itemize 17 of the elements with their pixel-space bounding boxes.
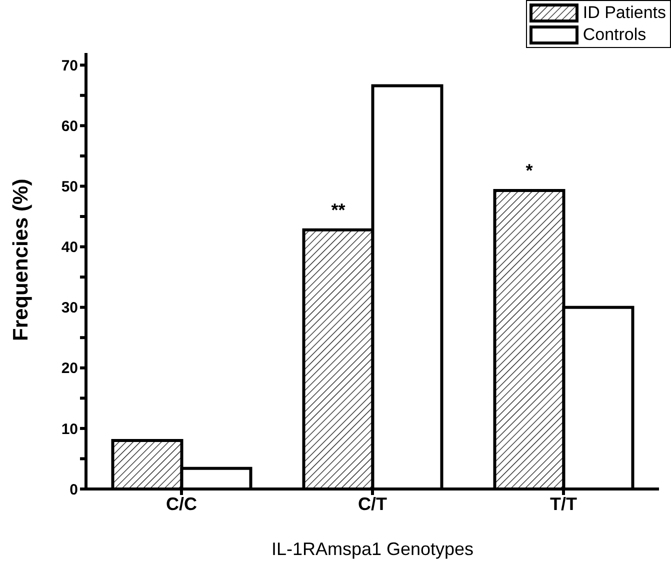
annotation: * [526, 160, 533, 180]
y-tick-label: 30 [61, 300, 78, 317]
y-tick-label: 10 [61, 420, 78, 438]
x-tick-label: C/C [166, 494, 197, 514]
y-tick-label: 50 [61, 178, 78, 196]
y-tick-label: 70 [61, 57, 78, 74]
x-tick-label: T/T [550, 494, 577, 514]
x-tick-label: C/T [358, 494, 387, 514]
y-tick-label: 60 [61, 118, 78, 135]
x-axis-title: IL-1RAmspa1 Genotypes [271, 539, 474, 559]
y-tick-label: 20 [61, 360, 78, 378]
y-axis-title: Frequencies (%) [9, 178, 32, 341]
legend-label: Controls [582, 24, 646, 46]
y-tick-label: 0 [70, 481, 78, 498]
annotation: ** [331, 200, 346, 220]
legend-label: ID Patients [582, 2, 666, 24]
y-tick-label: 40 [61, 239, 78, 256]
